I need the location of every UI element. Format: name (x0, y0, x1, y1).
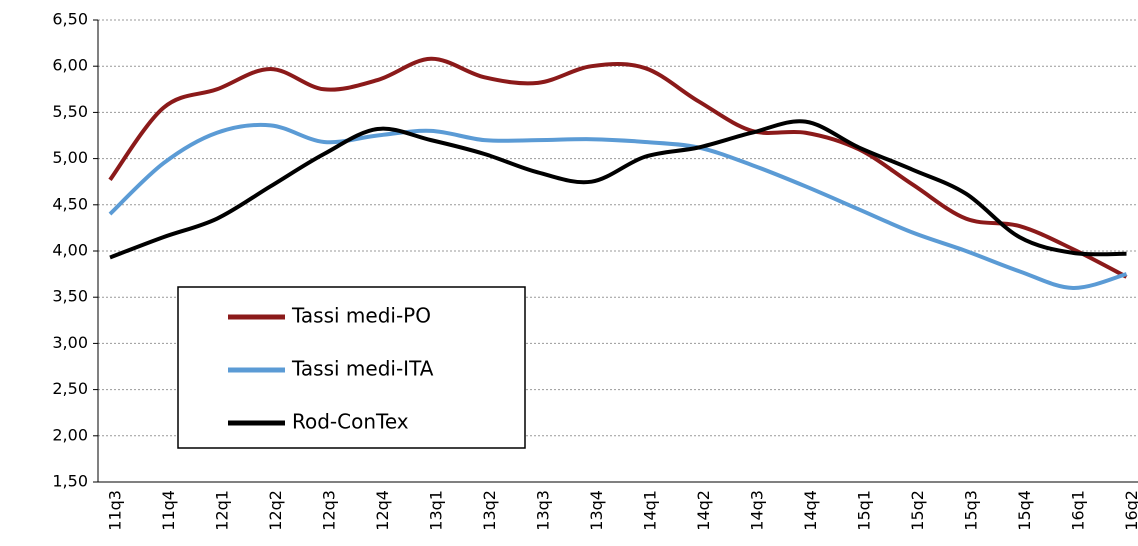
x-tick-label: 16q2 (1122, 490, 1138, 531)
legend-label: Rod-ConTex (292, 410, 409, 434)
y-tick-label: 5,50 (52, 102, 88, 121)
y-tick-label: 2,00 (52, 425, 88, 444)
x-tick-label: 14q4 (801, 490, 820, 531)
y-tick-label: 3,00 (52, 333, 88, 352)
x-tick-label: 16q1 (1069, 490, 1088, 531)
y-tick-label: 6,00 (52, 56, 88, 75)
y-tick-label: 3,50 (52, 287, 88, 306)
legend-label: Tassi medi-ITA (291, 357, 434, 381)
y-tick-label: 4,50 (52, 194, 88, 213)
x-tick-label: 14q1 (641, 490, 660, 531)
x-tick-label: 14q3 (748, 490, 767, 531)
y-tick-label: 1,50 (52, 472, 88, 491)
x-tick-label: 13q2 (480, 490, 499, 531)
x-tick-label: 11q4 (159, 490, 178, 531)
x-tick-label: 12q3 (320, 490, 339, 531)
series-line (109, 119, 1127, 260)
x-tick-label: 12q4 (373, 490, 392, 531)
y-tick-label: 4,00 (52, 241, 88, 260)
x-tick-label: 15q2 (908, 490, 927, 531)
legend-label: Tassi medi-PO (291, 304, 431, 328)
series-line (108, 122, 1128, 290)
series-line (108, 56, 1128, 279)
x-tick-label: 15q3 (962, 490, 981, 531)
x-tick-label: 13q3 (534, 490, 553, 531)
y-tick-label: 5,00 (52, 148, 88, 167)
x-tick-label: 14q2 (694, 490, 713, 531)
x-tick-label: 15q1 (855, 490, 874, 531)
x-tick-label: 11q3 (106, 490, 125, 531)
y-tick-label: 6,50 (52, 10, 88, 29)
y-tick-label: 2,50 (52, 379, 88, 398)
x-tick-label: 12q1 (213, 490, 232, 531)
x-tick-label: 12q2 (266, 490, 285, 531)
x-tick-label: 13q1 (427, 490, 446, 531)
x-tick-label: 15q4 (1015, 490, 1034, 531)
x-tick-label: 13q4 (587, 490, 606, 531)
